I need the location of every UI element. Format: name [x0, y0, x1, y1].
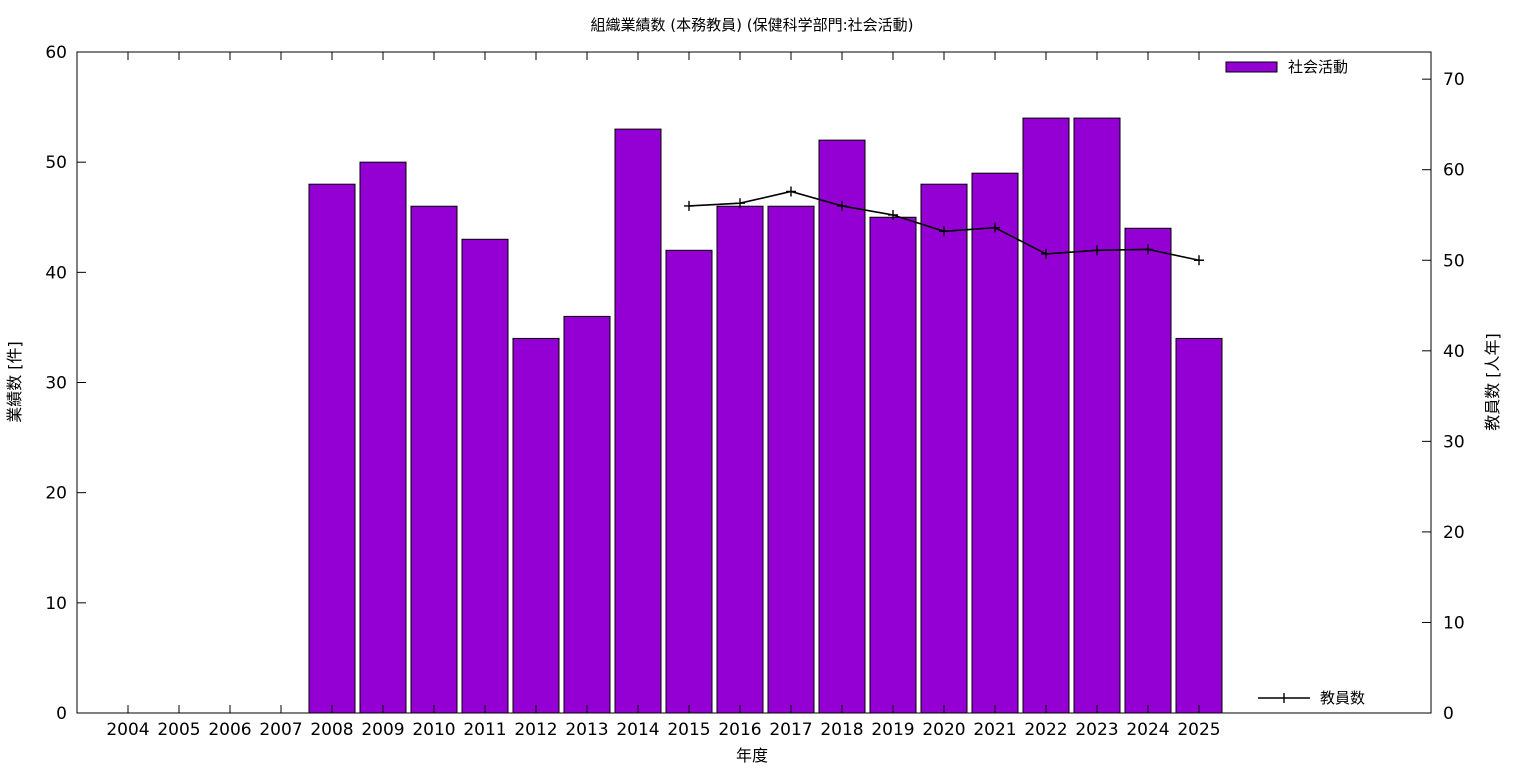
x-tick-label-2012: 2012 — [514, 720, 557, 740]
y-tick-label-30: 30 — [45, 374, 67, 394]
teacher-count-point-2022 — [1041, 248, 1051, 259]
x-tick-label-2005: 2005 — [157, 720, 200, 740]
chart-title: 組織業績数 (本務教員) (保健科学部門:社会活動) — [590, 16, 913, 34]
bar-2009 — [359, 161, 407, 714]
teacher-count-point-2016 — [735, 198, 745, 209]
teacher-count-point-2023 — [1092, 245, 1102, 256]
teacher-count-point-2020 — [939, 226, 949, 237]
x-tick-label-2008: 2008 — [310, 720, 353, 740]
teacher-count-point-2015 — [684, 200, 694, 211]
legend-swatch-social-activity — [1225, 61, 1278, 73]
x-tick-label-2009: 2009 — [361, 720, 404, 740]
x-tick-label-2018: 2018 — [820, 720, 863, 740]
teacher-count-point-2017 — [786, 186, 796, 197]
bar-2014 — [614, 128, 662, 714]
bar-2021 — [971, 172, 1019, 714]
bar-2016 — [716, 205, 764, 714]
y-axis-label: 業績数 [件] — [5, 341, 24, 423]
x-tick-label-2015: 2015 — [667, 720, 710, 740]
x-tick-label-2023: 2023 — [1075, 720, 1118, 740]
x-tick-label-2011: 2011 — [463, 720, 506, 740]
y2-tick-label-70: 70 — [1443, 70, 1465, 90]
x-tick-label-2007: 2007 — [259, 720, 302, 740]
x-tick-label-2020: 2020 — [922, 720, 965, 740]
x-tick-label-2024: 2024 — [1126, 720, 1169, 740]
teacher-count-point-2025 — [1194, 255, 1204, 266]
bar-2013 — [563, 315, 611, 714]
x-tick-label-2010: 2010 — [412, 720, 455, 740]
bar-2015 — [665, 249, 713, 714]
x-axis-label: 年度 — [736, 746, 768, 765]
y2-tick-label-10: 10 — [1443, 613, 1465, 633]
bar-2012 — [512, 337, 560, 714]
teacher-count-point-2024 — [1143, 244, 1153, 255]
bar-2020 — [920, 183, 968, 714]
bar-2017 — [767, 205, 815, 714]
y-tick-label-0: 0 — [56, 704, 67, 724]
x-tick-label-2014: 2014 — [616, 720, 659, 740]
y-tick-label-40: 40 — [45, 263, 67, 283]
bar-2018 — [818, 139, 866, 714]
y2-tick-label-50: 50 — [1443, 251, 1465, 271]
x-tick-label-2016: 2016 — [718, 720, 761, 740]
bar-2025 — [1175, 337, 1223, 714]
y2-axis-label: 教員数 [人年] — [1483, 333, 1502, 431]
teacher-count-point-2019 — [888, 209, 898, 220]
x-tick-label-2006: 2006 — [208, 720, 251, 740]
bar-2024 — [1124, 227, 1172, 714]
bar-2010 — [410, 205, 458, 714]
bar-2019 — [869, 216, 917, 714]
y-tick-label-20: 20 — [45, 484, 67, 504]
x-tick-label-2017: 2017 — [769, 720, 812, 740]
x-tick-label-2019: 2019 — [871, 720, 914, 740]
y2-tick-label-20: 20 — [1443, 523, 1465, 543]
y-tick-label-60: 60 — [45, 43, 67, 63]
bar-2008 — [308, 183, 356, 714]
bar-2011 — [461, 238, 509, 714]
bar-2023 — [1073, 117, 1121, 714]
legend-label-teacher-count: 教員数 — [1320, 689, 1365, 707]
x-tick-label-2021: 2021 — [973, 720, 1016, 740]
bar-2022 — [1022, 117, 1070, 714]
x-tick-label-2004: 2004 — [106, 720, 149, 740]
y2-tick-label-0: 0 — [1443, 704, 1454, 724]
y-tick-label-50: 50 — [45, 153, 67, 173]
y2-tick-label-40: 40 — [1443, 342, 1465, 362]
x-tick-label-2025: 2025 — [1177, 720, 1220, 740]
x-tick-label-2022: 2022 — [1024, 720, 1067, 740]
teacher-count-point-2021 — [990, 222, 1000, 233]
y2-tick-label-60: 60 — [1443, 161, 1465, 181]
legend-label-social-activity: 社会活動 — [1288, 58, 1348, 76]
teacher-count-point-2018 — [837, 200, 847, 211]
y-tick-label-10: 10 — [45, 594, 67, 614]
x-tick-label-2013: 2013 — [565, 720, 608, 740]
y2-tick-label-30: 30 — [1443, 432, 1465, 452]
